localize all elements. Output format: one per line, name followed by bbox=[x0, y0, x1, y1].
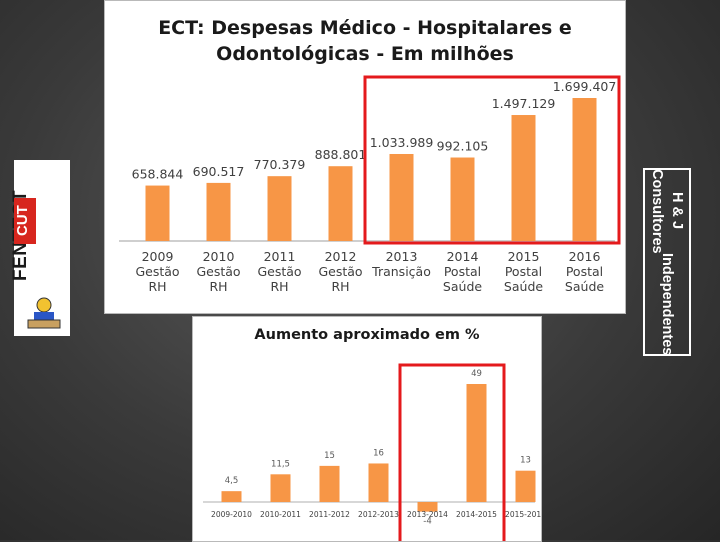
expenses-tick-label: Transição bbox=[371, 264, 431, 279]
increase-bar bbox=[319, 465, 340, 502]
expenses-tick-label: 2009 bbox=[142, 249, 174, 264]
expenses-value-label: 1.497.129 bbox=[492, 96, 556, 111]
increase-bar bbox=[515, 470, 536, 502]
consultant-badge: H & J Consultores Independentes bbox=[643, 168, 691, 356]
expenses-value-label: 888.801 bbox=[315, 147, 367, 162]
expenses-tick-label: 2013 bbox=[386, 249, 418, 264]
expenses-tick-label: Postal bbox=[505, 264, 542, 279]
expenses-value-label: 690.517 bbox=[193, 164, 245, 179]
increase-bar bbox=[270, 474, 291, 502]
expenses-value-label: 770.379 bbox=[254, 157, 306, 172]
expenses-tick-label: Gestão bbox=[135, 264, 179, 279]
expenses-tick-label: RH bbox=[209, 279, 227, 294]
expenses-value-label: 992.105 bbox=[437, 139, 489, 154]
expenses-value-label: 1.699.407 bbox=[553, 79, 617, 94]
expenses-tick-label: 2010 bbox=[203, 249, 235, 264]
expenses-bar bbox=[511, 115, 536, 241]
expenses-tick-label: Saúde bbox=[443, 279, 482, 294]
increase-chart-title: Aumento aproximado em % bbox=[254, 327, 480, 343]
expenses-chart-title: ECT: Despesas Médico - Hospitalares e Od… bbox=[158, 17, 572, 65]
expenses-bar bbox=[145, 185, 170, 241]
expenses-tick-label: Gestão bbox=[257, 264, 301, 279]
expenses-bar bbox=[389, 153, 414, 241]
increase-value-label: 13 bbox=[520, 456, 531, 466]
increase-highlight-box bbox=[398, 363, 506, 541]
expenses-tick-label: RH bbox=[148, 279, 166, 294]
increase-value-label: 4,5 bbox=[225, 476, 239, 486]
increase-value-label: 15 bbox=[324, 451, 335, 461]
expenses-bar bbox=[267, 176, 292, 241]
increase-tick-label: 2011-2012 bbox=[309, 510, 350, 519]
expenses-bar bbox=[572, 98, 597, 241]
expenses-bar bbox=[328, 166, 353, 241]
expenses-chart: 658.8442009GestãoRH690.5172010GestãoRH77… bbox=[119, 75, 621, 294]
expenses-highlight-box bbox=[363, 75, 621, 245]
expenses-value-label: 1.033.989 bbox=[370, 135, 434, 150]
increase-value-label: -4 bbox=[423, 517, 431, 527]
increase-bar bbox=[368, 463, 389, 502]
expenses-tick-label: RH bbox=[331, 279, 349, 294]
increase-tick-label: 2014-2015 bbox=[456, 510, 497, 519]
increase-tick-label: 2009-2010 bbox=[211, 510, 252, 519]
expenses-tick-label: 2015 bbox=[508, 249, 540, 264]
expenses-tick-label: Saúde bbox=[565, 279, 604, 294]
consultant-line-2: Independentes bbox=[659, 253, 675, 356]
increase-tick-label: 2013-2014 bbox=[407, 510, 448, 519]
consultant-line-1: H & J Consultores bbox=[649, 168, 685, 254]
increase-chart: 4,5 2009-2010 11,5 2010-2011 15 2011-2012 16 20… bbox=[203, 363, 541, 541]
increase-value-label: 16 bbox=[373, 448, 384, 458]
increase-bar bbox=[466, 384, 487, 502]
expenses-tick-label: Saúde bbox=[504, 279, 543, 294]
expenses-tick-label: Postal bbox=[444, 264, 481, 279]
expenses-tick-label: Gestão bbox=[196, 264, 240, 279]
expenses-value-label: 658.844 bbox=[132, 167, 184, 182]
increase-chart-panel: Aumento aproximado em % 4,5 2009-2010 11,5… bbox=[192, 316, 542, 542]
expenses-tick-label: Postal bbox=[566, 264, 603, 279]
expenses-chart-panel: ECT: Despesas Médico - Hospitalares e Od… bbox=[104, 0, 626, 314]
expenses-tick-label: 2016 bbox=[569, 249, 601, 264]
cut-logo-badge: CUT bbox=[14, 198, 36, 244]
increase-tick-label: 2010-2011 bbox=[260, 510, 301, 519]
consultant-text: H & J Consultores Independentes bbox=[645, 168, 689, 356]
expenses-tick-label: 2014 bbox=[447, 249, 479, 264]
increase-bar bbox=[417, 502, 438, 512]
expenses-tick-label: Gestão bbox=[318, 264, 362, 279]
expenses-tick-label: 2011 bbox=[264, 249, 296, 264]
expenses-bar bbox=[206, 182, 231, 241]
increase-tick-label: 2015-2016 bbox=[505, 510, 541, 519]
increase-value-label: 11,5 bbox=[271, 459, 290, 469]
expenses-tick-label: 2012 bbox=[325, 249, 357, 264]
increase-tick-label: 2012-2013 bbox=[358, 510, 399, 519]
expenses-tick-label: RH bbox=[270, 279, 288, 294]
increase-value-label: 49 bbox=[471, 369, 482, 379]
expenses-bar bbox=[450, 157, 475, 241]
increase-bar bbox=[221, 491, 242, 502]
mascot-icon bbox=[27, 297, 61, 329]
